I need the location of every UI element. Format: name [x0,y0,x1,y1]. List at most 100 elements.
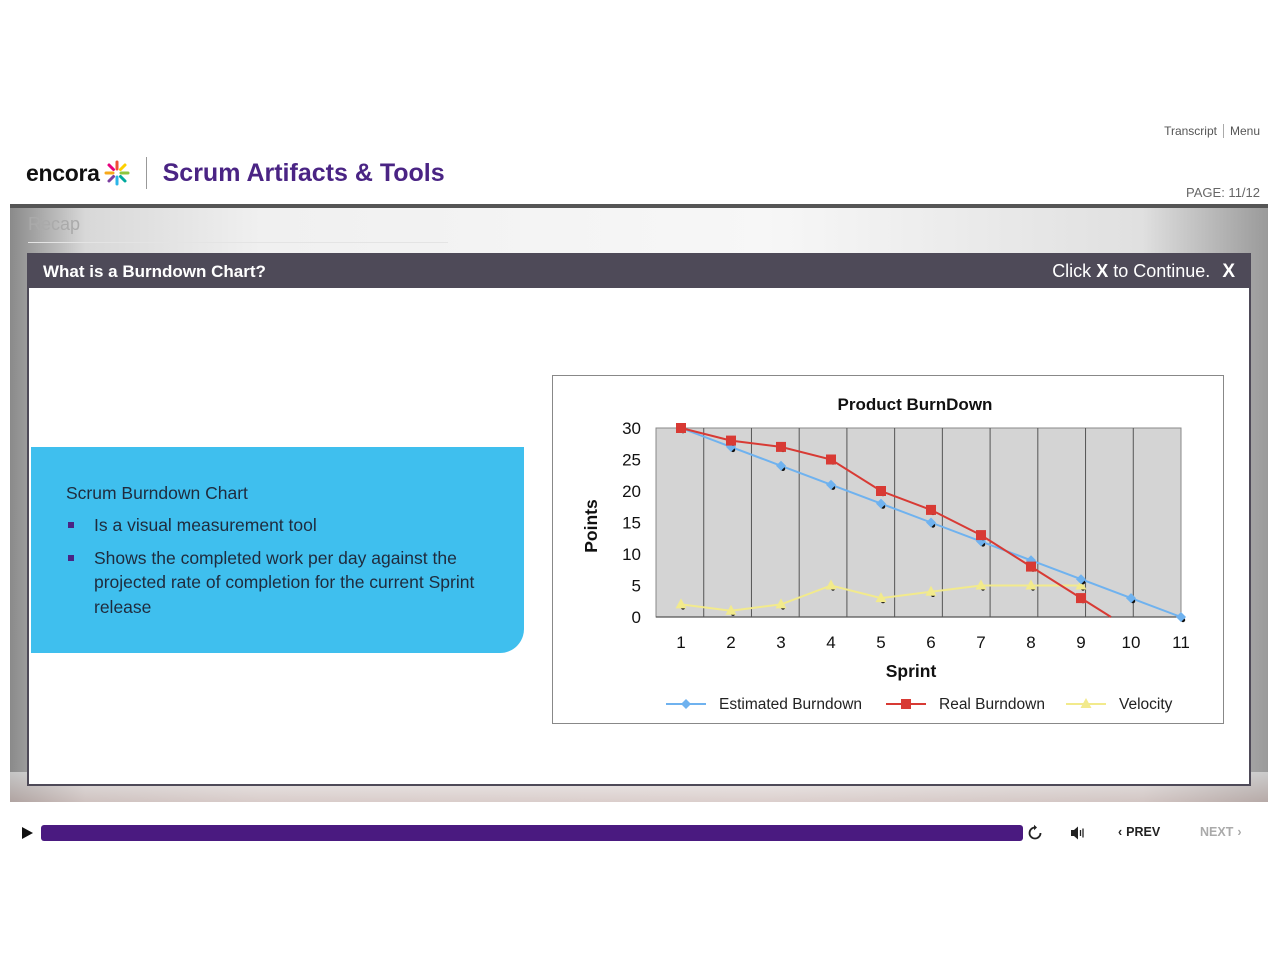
plot-area [655,427,1182,618]
list-item: Shows the completed work per day against… [66,546,506,620]
real-burndown-point [976,530,986,541]
chevron-left-icon: ‹ [1118,825,1123,839]
real-burndown-point [1076,593,1086,604]
estimated-burndown-point [926,517,936,528]
close-suffix: to Continue. [1113,261,1211,281]
y-tick-label: 15 [622,514,641,533]
bullet-icon [68,554,74,561]
course-title: Scrum Artifacts & Tools [162,158,445,187]
legend-real-burndown-label: Real Burndown [939,696,1045,713]
y-axis-label: Points [581,499,601,553]
prev-label: PREV [1126,825,1161,839]
real-burndown-line [680,427,1112,618]
x-tick-label: 10 [1122,633,1141,652]
section-label: Recap [28,214,81,234]
real-burndown-point [926,504,936,515]
burndown-modal: What is a Burndown Chart? Click X to Con… [27,253,1251,786]
x-tick-label: 11 [1172,633,1190,652]
logo-burst-icon [104,160,130,186]
x-tick-label: 6 [926,633,935,652]
x-tick-label: 9 [1076,633,1085,652]
chevron-right-icon: › [1237,825,1242,839]
page-indicator: PAGE: 11/12 [1186,185,1260,200]
legend-estimated-burndown-marker [681,699,691,709]
course-header: encora Scrum Artifacts & Tools [26,150,445,196]
close-instruction: Click X to Continue. [1052,261,1210,282]
estimated-burndown-point [726,441,736,452]
info-box: Scrum Burndown Chart Is a visual measure… [31,447,524,653]
top-links: Transcript Menu [1164,124,1260,138]
estimated-burndown-point [876,498,886,509]
real-burndown-point [726,435,736,446]
modal-title: What is a Burndown Chart? [43,261,266,281]
close-key: X [1096,261,1109,281]
legend-real-burndown-marker [901,699,911,709]
x-tick-label: 1 [676,633,685,652]
burndown-chart: 0 5 10 15 20 25 30 1 2 3 4 5 6 7 8 9 10 11 Product BurnDow… [552,375,1224,724]
legend-velocity-label: Velocity [1119,696,1173,713]
logo-text: encora [26,159,100,186]
x-tick-label: 5 [876,633,885,652]
encora-logo: encora [26,160,130,187]
legend-velocity-marker [1080,698,1092,708]
info-box-title: Scrum Burndown Chart [66,483,248,503]
player-controls: ‹ PREV NEXT › [0,820,1278,846]
velocity-point [775,598,787,609]
y-tick-label: 5 [632,577,641,596]
real-burndown-point [776,441,786,452]
estimated-burndown-point [826,479,836,490]
x-tick-label: 4 [826,633,835,652]
real-burndown-point [1026,561,1036,572]
x-tick-label: 7 [976,633,985,652]
real-burndown-point [676,423,686,433]
next-label: NEXT [1200,825,1234,839]
close-prefix: Click [1052,261,1092,281]
velocity-point [975,579,987,590]
chart-title: Product BurnDown [838,395,993,414]
progress-fill [41,825,1023,841]
list-item-text: Is a visual measurement tool [94,515,317,535]
list-item-text: Shows the completed work per day against… [94,547,475,617]
velocity-point [925,585,937,596]
real-burndown-point [876,486,886,496]
estimated-burndown-point [1076,574,1086,585]
volume-icon[interactable] [1070,825,1086,841]
y-tick-label: 0 [632,608,641,627]
velocity-point [1075,579,1087,590]
section-underline [28,242,448,243]
estimated-burndown-point [1126,593,1136,604]
y-tick-label: 20 [622,482,641,501]
next-button[interactable]: NEXT › [1200,825,1242,839]
top-links-divider [1222,124,1224,138]
stage-top-border [10,204,1268,208]
play-button[interactable] [22,827,33,839]
header-divider [145,157,147,189]
x-tick-label: 8 [1026,633,1035,652]
burndown-chart-svg: 0 5 10 15 20 25 30 1 2 3 4 5 6 7 8 9 10 11 Product BurnDow… [581,395,1190,713]
velocity-point [825,579,837,590]
progress-bar[interactable] [41,825,1023,841]
replay-icon[interactable] [1026,824,1044,842]
y-tick-label: 25 [622,451,641,470]
menu-link[interactable]: Menu [1229,124,1260,138]
info-box-list: Is a visual measurement tool Shows the c… [66,505,506,619]
x-tick-label: 2 [726,633,735,652]
modal-close-button[interactable]: Click X to Continue. X [1052,261,1235,283]
legend-estimated-burndown-label: Estimated Burndown [719,696,862,713]
close-icon[interactable]: X [1222,260,1235,282]
x-axis-label: Sprint [886,661,937,681]
real-burndown-point [826,454,836,465]
modal-header: What is a Burndown Chart? Click X to Con… [29,255,1249,288]
y-tick-label: 30 [622,419,641,438]
velocity-point [1025,579,1037,590]
estimated-burndown-point [776,460,786,471]
list-item: Is a visual measurement tool [66,513,506,538]
x-tick-label: 3 [776,633,785,652]
prev-button[interactable]: ‹ PREV [1118,825,1160,839]
estimated-burndown-point [1176,612,1186,622]
velocity-point [725,604,737,615]
bullet-icon [68,522,74,528]
y-tick-label: 10 [622,545,641,564]
transcript-link[interactable]: Transcript [1164,124,1217,138]
velocity-point [675,598,687,609]
